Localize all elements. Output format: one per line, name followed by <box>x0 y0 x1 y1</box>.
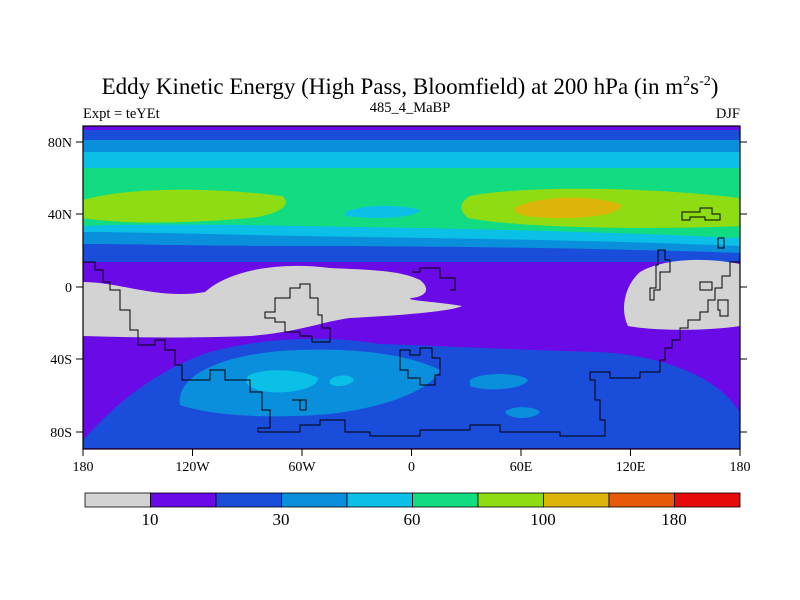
coastlines <box>83 207 740 437</box>
blob-cyan-south <box>246 370 318 393</box>
colorbar-swatch-0 <box>84 492 151 508</box>
band-orange-max <box>514 197 621 218</box>
coastline-africa <box>264 283 331 343</box>
colorbar-swatch-8 <box>608 492 675 508</box>
colorbar <box>84 492 741 508</box>
coastline-south-america <box>83 261 271 432</box>
lon-label-0: 0 <box>408 460 415 475</box>
coastline-australia <box>717 299 729 317</box>
lon-tick-marks <box>82 449 741 456</box>
lon-tick-labels: 180 120W 60W 0 60E 120E 180 <box>73 460 751 475</box>
lat-label-40n: 40N <box>48 208 72 223</box>
lat-label-40s: 40S <box>50 353 72 368</box>
lon-label-60w: 60W <box>288 460 316 475</box>
colorbar-swatch-7 <box>543 492 610 508</box>
cyan-pocket <box>345 205 420 218</box>
coastline-sea-islands <box>649 249 671 301</box>
colorbar-swatch-4 <box>346 492 413 508</box>
gray-region-east <box>624 259 740 330</box>
colorbar-swatch-1 <box>150 492 217 508</box>
blob-midblue-east <box>470 374 528 390</box>
colorbar-label-10: 10 <box>142 510 159 529</box>
colorbar-label-100: 100 <box>530 510 556 529</box>
run-label: 485_4_MaBP <box>370 100 451 116</box>
lat-label-0: 0 <box>65 281 72 296</box>
colorbar-swatch-6 <box>477 492 544 508</box>
blob-cyan-south-small <box>330 375 354 387</box>
coastline-north-africa <box>412 267 456 291</box>
colorbar-label-180: 180 <box>661 510 687 529</box>
lon-label-180w: 180 <box>73 460 94 475</box>
lat-label-80s: 80S <box>50 426 72 441</box>
gray-region-west <box>83 265 462 338</box>
lon-label-120e: 120E <box>616 460 646 475</box>
experiment-label: Expt = teYEt <box>83 106 160 122</box>
lon-label-120w: 120W <box>175 460 210 475</box>
lat-tick-labels: 80N 40N 0 40S 80S <box>48 136 72 441</box>
lat-tick-marks <box>76 141 747 433</box>
season-label: DJF <box>716 106 740 122</box>
coastline-antarctica <box>258 261 740 437</box>
coastline-antarctic-penin <box>292 399 307 411</box>
colorbar-swatch-2 <box>215 492 282 508</box>
colorbar-label-30: 30 <box>273 510 290 529</box>
coastline-new-guinea <box>699 237 725 291</box>
colorbar-swatch-3 <box>281 492 348 508</box>
lat-label-80n: 80N <box>48 136 72 151</box>
band-yellowgreen-left <box>83 189 286 223</box>
colorbar-labels: 10 30 60 100 180 <box>142 510 687 529</box>
blob-midblue-east-small <box>505 407 540 418</box>
coastline-indian-islands <box>399 347 441 386</box>
plot-title: Eddy Kinetic Energy (High Pass, Bloomfie… <box>102 74 719 99</box>
lon-label-60e: 60E <box>510 460 533 475</box>
colorbar-label-60: 60 <box>404 510 421 529</box>
colorbar-swatch-5 <box>412 492 479 508</box>
colorbar-swatch-9 <box>674 492 741 508</box>
lon-label-180e: 180 <box>730 460 751 475</box>
coastline-asia-east <box>681 207 721 221</box>
contour-field <box>83 126 740 449</box>
